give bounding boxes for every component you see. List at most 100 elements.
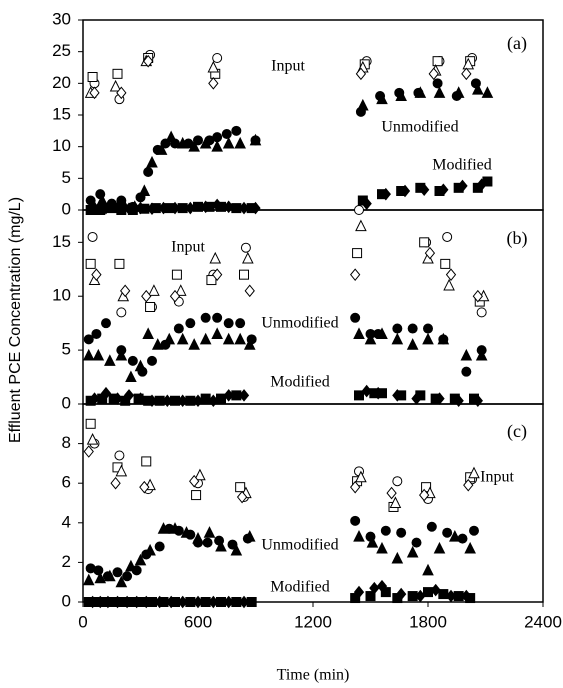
- point: [354, 205, 364, 215]
- point: [355, 470, 367, 483]
- point: [116, 307, 127, 318]
- point: [92, 348, 105, 361]
- point: [355, 219, 367, 232]
- plot-frame: [82, 19, 544, 211]
- point: [211, 327, 223, 339]
- point: [122, 571, 133, 582]
- point: [176, 332, 189, 345]
- panel-label: (b): [507, 228, 528, 249]
- point: [386, 486, 397, 500]
- point: [240, 242, 251, 253]
- x-tick-label: 1800: [409, 612, 447, 631]
- point: [380, 525, 391, 536]
- point: [423, 587, 433, 598]
- point: [138, 184, 151, 196]
- point: [350, 515, 361, 526]
- plot-frame: [82, 403, 544, 603]
- point: [389, 496, 402, 508]
- point: [212, 268, 223, 281]
- point: [171, 269, 182, 280]
- point: [87, 595, 98, 609]
- point: [357, 98, 369, 111]
- point: [366, 535, 379, 548]
- point: [112, 68, 123, 79]
- point: [189, 474, 200, 488]
- point: [419, 237, 430, 248]
- point: [134, 359, 147, 372]
- point: [135, 201, 146, 215]
- point: [180, 526, 193, 538]
- panel-label: (a): [507, 33, 527, 54]
- point: [169, 522, 181, 534]
- point: [392, 389, 403, 402]
- point: [353, 327, 365, 339]
- point: [215, 539, 227, 552]
- point: [426, 521, 437, 532]
- point: [350, 312, 361, 323]
- point: [223, 595, 234, 609]
- point: [112, 201, 123, 215]
- point: [86, 433, 99, 445]
- point: [114, 450, 125, 461]
- point: [158, 201, 169, 215]
- point: [89, 201, 100, 215]
- point: [476, 178, 487, 191]
- point: [461, 589, 472, 603]
- point: [109, 79, 122, 92]
- point: [102, 595, 114, 609]
- y-tick-label: 4: [62, 512, 71, 531]
- y-axis-label: Effluent PCE Concentration (mg/L): [7, 197, 24, 443]
- point: [134, 553, 147, 566]
- point: [223, 389, 234, 402]
- point: [114, 258, 125, 269]
- point: [142, 327, 154, 339]
- point: [94, 571, 107, 584]
- y-tick-label: 30: [52, 9, 71, 28]
- point: [376, 579, 388, 593]
- point: [154, 541, 165, 552]
- point: [438, 589, 449, 600]
- y-tick-label: 5: [62, 340, 71, 359]
- y-tick-label: 25: [52, 41, 71, 60]
- point: [169, 201, 181, 215]
- point: [230, 543, 243, 556]
- point: [141, 456, 152, 467]
- panel-label: (c): [507, 421, 527, 442]
- x-tick-label: 600: [184, 612, 212, 631]
- point: [235, 318, 246, 329]
- point: [353, 585, 365, 599]
- point: [419, 183, 430, 197]
- y-tick-label: 6: [62, 473, 71, 492]
- point: [376, 327, 388, 339]
- point: [83, 334, 94, 345]
- point: [206, 275, 217, 286]
- point: [463, 478, 474, 492]
- point: [208, 77, 219, 90]
- point: [354, 390, 364, 401]
- point: [141, 595, 152, 609]
- point: [87, 231, 98, 242]
- point: [396, 527, 407, 538]
- point: [396, 587, 407, 601]
- annotation: Modified: [432, 157, 492, 174]
- point: [115, 464, 128, 477]
- point: [350, 268, 361, 281]
- point: [125, 559, 137, 572]
- point: [432, 56, 443, 67]
- y-tick-label: 10: [52, 286, 71, 305]
- point: [95, 595, 106, 609]
- point: [131, 595, 142, 609]
- point: [223, 318, 234, 329]
- point: [177, 595, 188, 609]
- point: [380, 187, 391, 201]
- point: [352, 248, 363, 259]
- annotation: Input: [271, 58, 305, 75]
- point: [185, 318, 196, 329]
- point: [238, 201, 250, 215]
- point: [91, 268, 102, 281]
- point: [193, 135, 203, 146]
- point: [212, 53, 223, 63]
- y-tick-label: 20: [52, 73, 71, 92]
- point: [243, 530, 256, 542]
